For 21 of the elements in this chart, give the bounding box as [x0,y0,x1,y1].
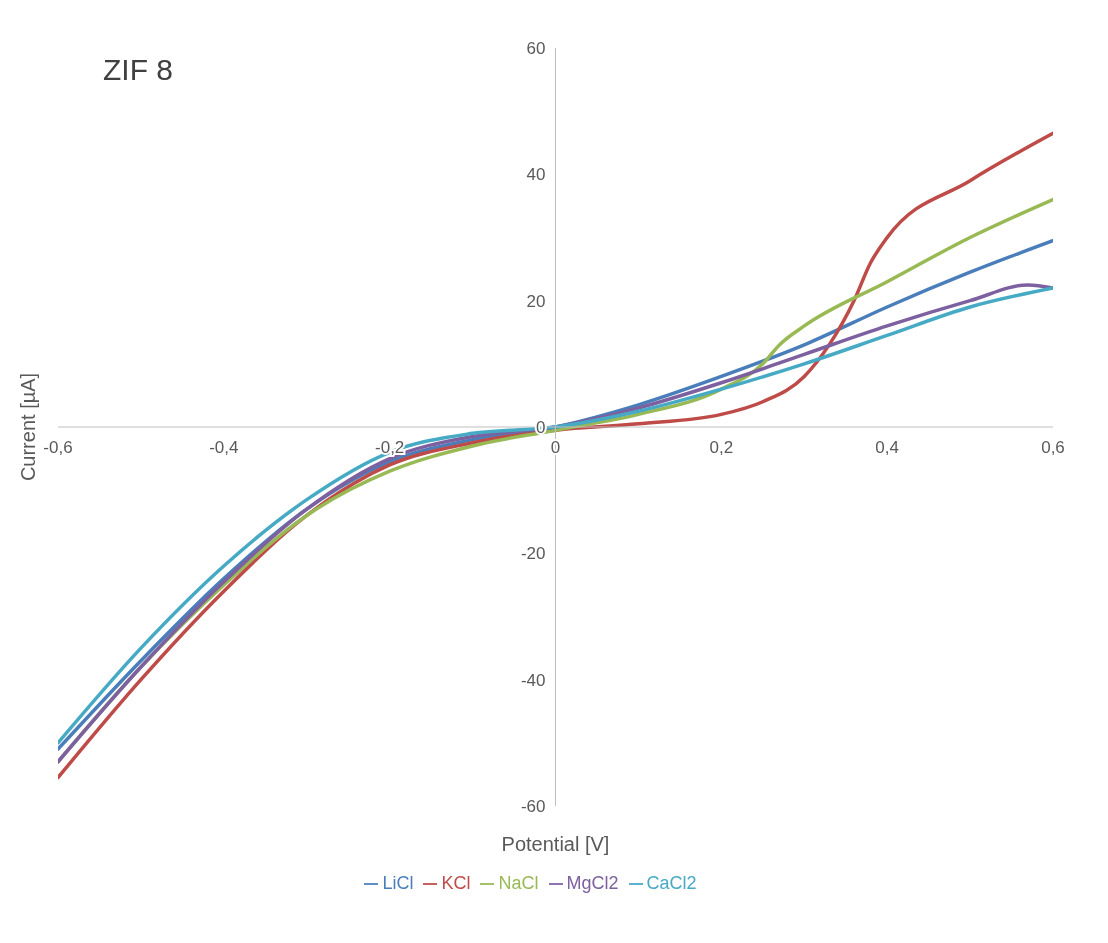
y-axis-title: Current [µA] [17,372,40,482]
x-axis-title: Potential [V] [501,833,610,855]
y-tick-label: 60 [526,39,546,58]
legend-label: LiCl [382,873,414,893]
y-tick-label: 40 [526,165,546,185]
x-tick-label: -0,4 [209,438,239,457]
y-tick-label: 0 [536,418,546,437]
x-tick-label: 0,6 [1041,438,1065,457]
legend-label: KCl [441,873,471,893]
y-tick-label: -40 [520,670,546,690]
legend-label: NaCl [498,873,539,893]
x-tick-label: 0,2 [709,438,734,457]
y-tick-label: 20 [526,291,546,311]
x-tick-label: -0,6 [43,438,73,457]
x-tick-label: 0 [550,438,561,457]
legend-label: MgCl2 [566,873,619,893]
y-tick-label: -60 [520,797,546,816]
chart-title: ZIF 8 [103,53,174,87]
legend-label: CaCl2 [646,873,697,893]
y-tick-label: -20 [520,544,546,564]
x-tick-label: 0,4 [875,438,899,457]
